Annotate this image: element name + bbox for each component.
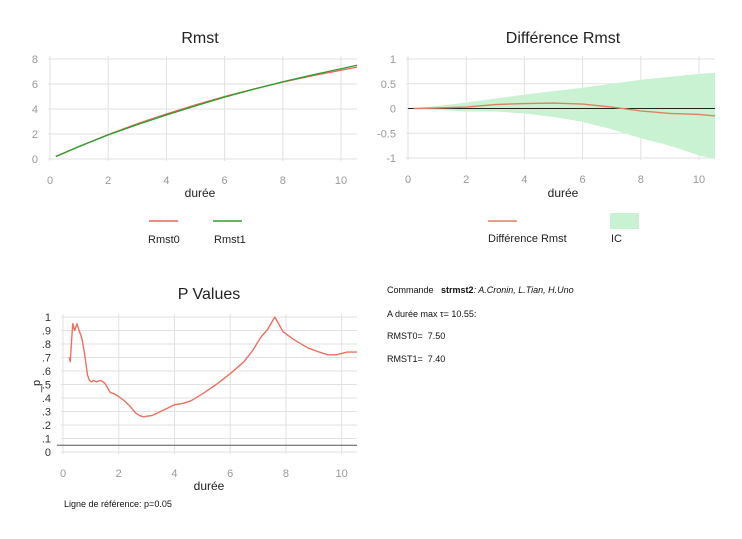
- rmst0-result-value: 7.50: [427, 331, 446, 341]
- diff-ci-area: [413, 72, 715, 159]
- pvalue-x-tick-label: 4: [171, 468, 177, 480]
- diff-y-tick-label: 1: [390, 54, 396, 66]
- rmst-x-axis-label: durée: [185, 186, 216, 200]
- legend-ci-swatch: [610, 213, 639, 229]
- diff-x-tick-label: 0: [405, 174, 411, 186]
- pvalue-y-tick-label: .6: [42, 366, 51, 378]
- pvalue-y-tick-label: .3: [42, 407, 51, 419]
- rmst1-result-value: 7.40: [427, 354, 446, 364]
- diff-x-tick-label: 10: [693, 174, 705, 186]
- pvalue-x-tick-label: 2: [116, 468, 122, 480]
- diff-legend: Différence Rmst IC: [488, 213, 639, 245]
- rmst-gridlines: [48, 56, 357, 161]
- diff-title: Différence Rmst: [506, 30, 621, 47]
- rmst-tick-labels: 0 2 4 6 8 10 0 2 4 6 8: [32, 54, 347, 187]
- diff-x-axis-label: durée: [548, 186, 579, 200]
- pvalue-series-line: [68, 316, 357, 418]
- command-name: strmst2: [441, 285, 474, 295]
- diff-x-tick-label: 4: [521, 174, 527, 186]
- rmst0-result-label: RMST0=: [387, 331, 423, 341]
- rmst-y-tick-label: 4: [32, 104, 38, 116]
- pvalue-tick-labels: 0 2 4 6 8 100.1.2.3.4.5.6.7.8.91: [42, 312, 348, 480]
- reference-line-note: Ligne de référence: p=0.05: [64, 499, 172, 509]
- pvalue-y-tick-label: .8: [42, 339, 51, 351]
- pvalue-y-tick-label: .9: [42, 326, 51, 338]
- rmst1-result-label: RMST1=: [387, 354, 423, 364]
- legend-diff-label: Différence Rmst: [488, 233, 567, 245]
- pvalue-x-axis-label: durée: [194, 479, 225, 493]
- legend-ci-label: IC: [611, 233, 622, 245]
- diff-x-tick-label: 2: [463, 174, 469, 186]
- pvalue-y-tick-label: .4: [42, 393, 51, 405]
- rmst1-line: RMST1= 7.40: [387, 354, 445, 364]
- command-line: Commande strmst2: A.Cronin, L.Tian, H.Un…: [387, 285, 574, 295]
- diff-panel: Différence Rmst 0 2 4 6 8 10 1 0.5 0 -0.5 -1 durée…: [377, 30, 716, 245]
- rmst-x-tick-label: 8: [280, 175, 286, 187]
- rmst-x-tick-label: 2: [105, 175, 111, 187]
- pvalue-panel: P Values 0 2 4 6 8 100.1.2.3.4.5.6.7.8.91 dur…: [31, 286, 357, 493]
- diff-y-tick-label: -0.5: [377, 128, 396, 140]
- rmst-series-lines: [55, 64, 358, 158]
- pvalue-y-tick-label: 1: [45, 312, 51, 324]
- pvalue-y-tick-label: 0: [45, 447, 51, 459]
- pvalue-x-tick-label: 6: [227, 468, 233, 480]
- rmst-series-0-line: [55, 66, 358, 158]
- pvalue-gridlines: [61, 314, 357, 454]
- pvalue-x-tick-label: 8: [283, 468, 289, 480]
- rmst-y-tick-label: 2: [32, 129, 38, 141]
- rmst0-line: RMST0= 7.50: [387, 331, 445, 341]
- diff-series-0-line: [413, 102, 716, 117]
- diff-x-tick-label: 6: [580, 174, 586, 186]
- rmst-series-1-line: [55, 64, 358, 158]
- rmst-title: Rmst: [181, 30, 219, 47]
- legend-rmst1-label: Rmst1: [214, 234, 246, 246]
- rmst-x-tick-label: 10: [335, 175, 347, 187]
- diff-x-tick-label: 8: [638, 174, 644, 186]
- rmst-x-tick-label: 6: [222, 175, 228, 187]
- pvalue-y-tick-label: .5: [42, 380, 51, 392]
- pvalue-series-0-line: [68, 316, 357, 418]
- pvalue-y-axis-label: _p: [31, 380, 43, 393]
- rmst-y-tick-label: 0: [32, 154, 38, 166]
- pvalue-y-tick-label: .1: [42, 434, 51, 446]
- rmst-x-tick-label: 4: [163, 175, 169, 187]
- rmst-y-tick-label: 8: [32, 54, 38, 66]
- diff-y-tick-label: 0: [390, 104, 396, 116]
- diff-y-tick-label: -1: [386, 153, 396, 165]
- command-label: Commande: [387, 285, 434, 295]
- diff-tick-labels: 0 2 4 6 8 10 1 0.5 0 -0.5 -1: [377, 54, 705, 186]
- diff-series-line: [413, 102, 716, 117]
- legend-rmst0-label: Rmst0: [148, 234, 180, 246]
- pvalue-y-tick-label: .7: [42, 353, 51, 365]
- rmst-x-tick-label: 0: [47, 175, 53, 187]
- rmst-legend: Rmst0 Rmst1: [148, 220, 246, 246]
- pvalue-x-tick-label: 10: [336, 468, 348, 480]
- rmst-panel: Rmst 0 2 4 6 8 10 0 2 4 6 8 durée Rmst0 Rmst1: [32, 30, 358, 246]
- diff-ci-band: [408, 72, 715, 159]
- max-duration-line: A durée max τ= 10.55:: [387, 309, 477, 319]
- diff-y-tick-label: 0.5: [381, 79, 396, 91]
- command-authors: : A.Cronin, L.Tian, H.Uno: [473, 285, 574, 295]
- pvalue-x-tick-label: 0: [60, 468, 66, 480]
- rmst-y-tick-label: 6: [32, 79, 38, 91]
- pvalue-title: P Values: [178, 286, 241, 303]
- pvalue-y-tick-label: .2: [42, 420, 51, 432]
